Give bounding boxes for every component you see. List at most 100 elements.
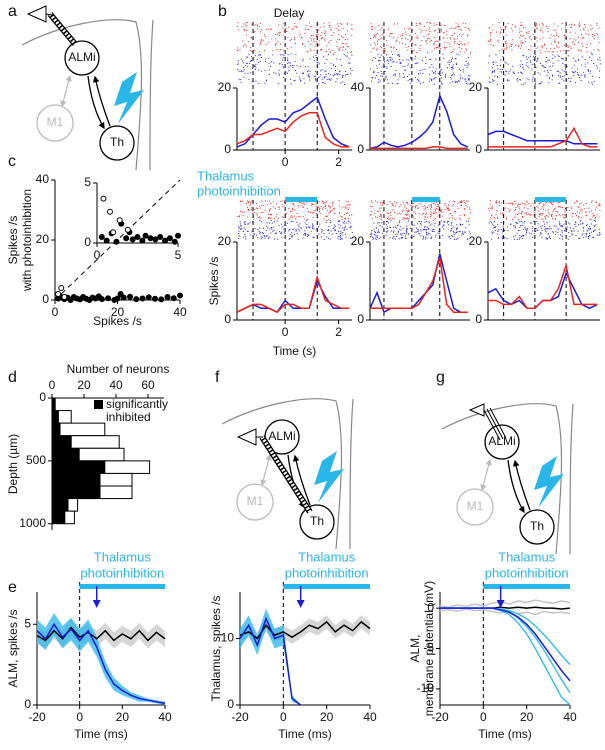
x-tick-label: 20	[320, 710, 334, 724]
raster-spike	[321, 78, 323, 80]
raster-spike	[292, 203, 294, 205]
raster-spike	[590, 25, 592, 27]
raster-spike	[564, 45, 566, 47]
data-line	[440, 607, 571, 706]
raster-spike	[492, 227, 494, 229]
raster-spike	[441, 83, 443, 85]
raster-spike	[567, 46, 569, 48]
raster-spike	[310, 230, 312, 232]
raster-spike	[344, 233, 346, 235]
raster-spike	[419, 72, 421, 74]
raster-spike	[507, 208, 509, 210]
raster-spike	[579, 29, 581, 31]
raster-spike	[506, 47, 508, 49]
raster-spike	[589, 56, 591, 58]
raster-spike	[269, 208, 271, 210]
raster-spike	[384, 61, 386, 63]
raster-spike	[599, 204, 601, 206]
raster-spike	[320, 70, 322, 72]
raster-spike	[315, 79, 317, 81]
raster-spike	[336, 58, 338, 60]
raster-spike	[580, 202, 582, 204]
raster-spike	[443, 57, 445, 59]
raster-spike	[429, 78, 431, 80]
raster-spike	[568, 24, 570, 26]
raster-spike	[504, 28, 506, 30]
y-tick-label: 0	[357, 312, 364, 326]
raster-spike	[442, 37, 444, 39]
raster-spike	[534, 233, 536, 235]
raster-spike	[351, 231, 353, 233]
raster-spike	[431, 223, 433, 225]
raster-spike	[464, 44, 466, 46]
raster-spike	[335, 80, 337, 82]
raster-spike	[509, 43, 511, 45]
raster-spike	[325, 31, 327, 33]
raster-spike	[537, 229, 539, 231]
raster-spike	[334, 229, 336, 231]
raster-spike	[593, 49, 595, 51]
raster-spike	[534, 83, 536, 85]
raster-spike	[513, 72, 515, 74]
raster-spike	[490, 34, 492, 36]
raster-spike	[558, 82, 560, 84]
raster-spike	[288, 61, 290, 63]
raster-spike	[568, 210, 570, 212]
raster-spike	[243, 69, 245, 71]
raster-spike	[311, 212, 313, 214]
raster-spike	[340, 47, 342, 49]
raster-spike	[504, 229, 506, 231]
raster-spike	[495, 214, 497, 216]
raster-spike	[429, 204, 431, 206]
raster-spike	[410, 204, 412, 206]
raster-spike	[594, 225, 596, 227]
raster-spike	[418, 22, 420, 24]
stim-label: Thalamus	[298, 549, 356, 564]
raster-spike	[494, 69, 496, 71]
scatter-point	[61, 294, 68, 300]
raster-spike	[298, 35, 300, 37]
raster-spike	[559, 224, 561, 226]
raster-spike	[535, 24, 537, 26]
raster-spike	[307, 66, 309, 68]
raster-spike	[500, 31, 502, 33]
raster-spike	[559, 76, 561, 78]
raster-spike	[489, 203, 491, 205]
raster-spike	[280, 231, 282, 233]
raster-spike	[371, 25, 373, 27]
raster-spike	[260, 238, 262, 240]
raster-spike	[339, 220, 341, 222]
raster-spike	[552, 50, 554, 52]
raster-spike	[552, 201, 554, 203]
raster-spike	[519, 37, 521, 39]
raster-spike	[564, 214, 566, 216]
raster-spike	[532, 236, 534, 238]
raster-spike	[349, 62, 351, 64]
raster-spike	[559, 237, 561, 239]
raster-spike	[378, 81, 380, 83]
raster-spike	[584, 208, 586, 210]
raster-spike	[406, 231, 408, 233]
raster-spike	[520, 72, 522, 74]
raster-spike	[429, 30, 431, 32]
raster-spike	[281, 236, 283, 238]
raster-spike	[545, 61, 547, 63]
raster-spike	[467, 238, 469, 240]
raster-spike	[546, 228, 548, 230]
raster-spike	[516, 222, 518, 224]
raster-spike	[268, 62, 270, 64]
bar	[59, 422, 106, 437]
raster-spike	[300, 80, 302, 82]
raster-spike	[316, 49, 318, 51]
raster-spike	[598, 202, 600, 204]
raster-spike	[247, 210, 249, 212]
raster-spike	[464, 26, 466, 28]
raster-spike	[250, 60, 252, 62]
raster-spike	[327, 229, 329, 231]
raster-spike	[456, 81, 458, 83]
raster-spike	[269, 200, 271, 202]
scatter-point	[100, 195, 107, 202]
raster-spike	[589, 72, 591, 74]
raster-spike	[592, 35, 594, 37]
